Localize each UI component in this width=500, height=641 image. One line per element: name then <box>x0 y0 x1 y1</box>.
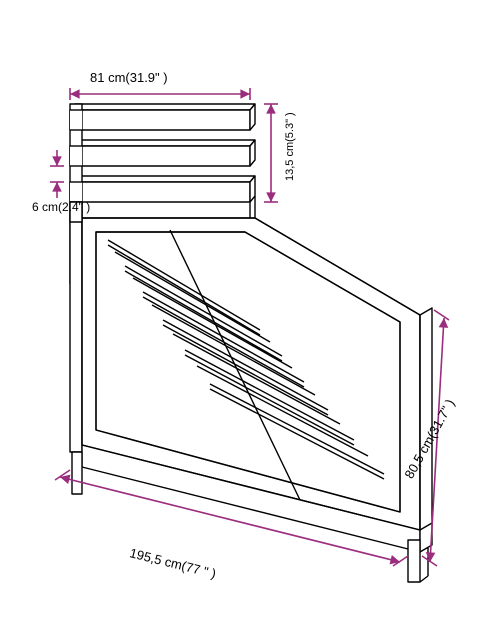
headboard-slat1-top <box>70 104 255 110</box>
headboard-slat2-front <box>70 146 250 166</box>
bed-frame-outline <box>70 104 432 582</box>
label-headboard-width: 81 cm(31.9" ) <box>90 70 168 85</box>
headboard-slat2-top <box>70 140 255 146</box>
leg-front-right <box>408 540 420 582</box>
diagram-container: 81 cm(31.9" ) 13,5 cm(5.3" ) 6 cm(2.4" )… <box>0 0 500 641</box>
headboard-slat3-front <box>70 182 250 202</box>
side-rail-left <box>70 202 82 452</box>
label-slat-gap: 6 cm(2.4" ) <box>32 200 90 214</box>
leg-front-left <box>72 452 82 494</box>
headboard-slat1-front <box>70 110 250 130</box>
headboard-slat3-top <box>70 176 255 182</box>
bed-frame-diagram <box>0 0 500 641</box>
label-headboard-height: 13,5 cm(5.3" ) <box>284 112 296 181</box>
